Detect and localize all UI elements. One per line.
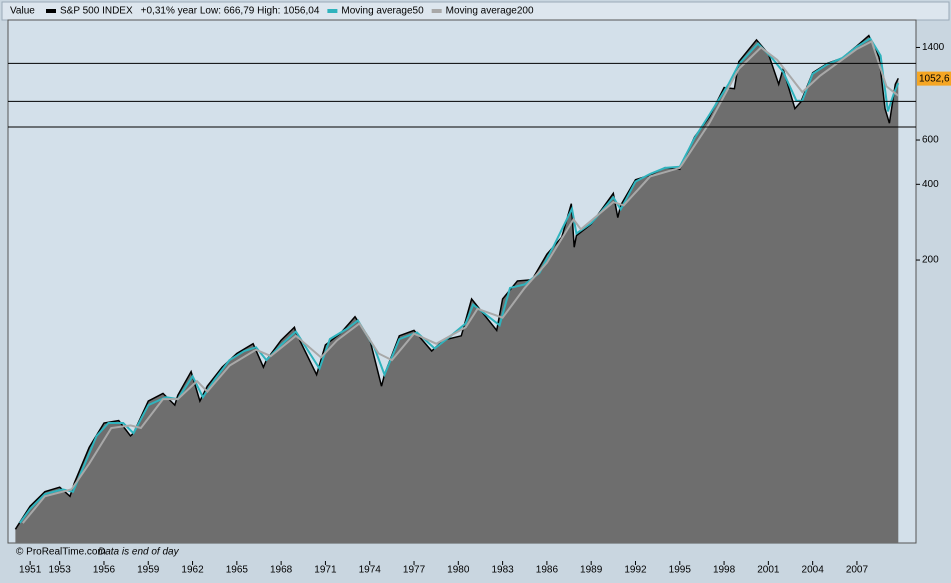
y-tick-label: 1400 <box>922 42 945 53</box>
x-tick-label: 1956 <box>93 565 116 576</box>
x-tick-label: 1968 <box>270 565 293 576</box>
footer-note: Data is end of day <box>98 547 180 558</box>
legend-note: +0,31% year Low: 666,79 High: 1056,04 <box>141 6 320 17</box>
x-tick-label: 1974 <box>359 565 382 576</box>
x-tick-label: 1953 <box>49 565 72 576</box>
legend-swatch <box>46 9 56 13</box>
series-line <box>14 34 899 530</box>
x-tick-label: 1951 <box>19 565 42 576</box>
footer-source: © ProRealTime.com <box>16 547 106 558</box>
x-tick-label: 2004 <box>802 565 825 576</box>
x-tick-label: 1962 <box>181 565 204 576</box>
x-tick-label: 1983 <box>491 565 514 576</box>
x-tick-label: 1989 <box>580 565 603 576</box>
x-tick-label: 1992 <box>624 565 647 576</box>
last-value-label: 1052,6 <box>919 73 950 84</box>
x-tick-label: 1986 <box>536 565 559 576</box>
x-tick-label: 1977 <box>403 565 426 576</box>
legend-label: Moving average50 <box>341 6 424 17</box>
series-line <box>22 39 899 524</box>
x-tick-label: 1971 <box>314 565 337 576</box>
x-tick-label: 1980 <box>447 565 470 576</box>
x-tick-label: 1959 <box>137 565 160 576</box>
x-tick-label: 1998 <box>713 565 736 576</box>
legend-label: Moving average200 <box>446 6 534 17</box>
legend-swatch <box>327 9 338 13</box>
x-tick-label: 2001 <box>757 565 780 576</box>
x-tick-label: 1965 <box>226 565 249 576</box>
y-tick-label: 400 <box>922 179 939 190</box>
legend-swatch <box>431 9 442 13</box>
x-tick-label: 2007 <box>846 565 869 576</box>
y-tick-label: 600 <box>922 135 939 146</box>
price-area <box>15 35 899 543</box>
legend-header: Value <box>10 6 35 17</box>
legend-label: S&P 500 INDEX <box>60 6 133 17</box>
last-value-tag <box>917 71 951 86</box>
y-tick-label: 200 <box>922 255 939 266</box>
x-tick-label: 1995 <box>669 565 692 576</box>
